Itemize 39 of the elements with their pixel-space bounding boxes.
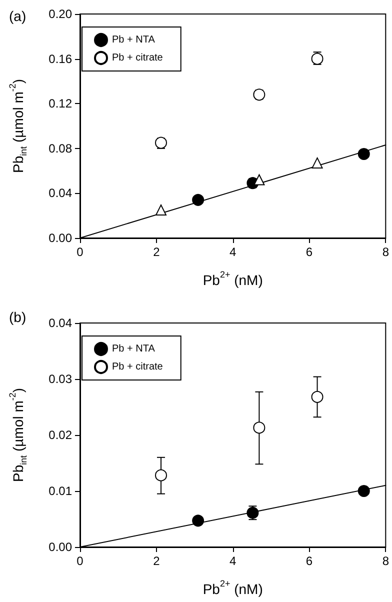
y-tick-label: 0.04 [48, 316, 72, 330]
x-tick-label: 8 [382, 245, 390, 259]
x-tick-label: 8 [382, 554, 390, 568]
y-tick-label: 0.20 [48, 7, 72, 21]
point [311, 390, 324, 403]
point [192, 514, 204, 527]
legend-label: Pb + NTA [112, 34, 156, 46]
x-tick-label: 4 [229, 554, 236, 568]
x-tick-label: 6 [306, 554, 313, 568]
x-tick-label: 6 [306, 245, 313, 259]
y-axis-title: Pbint (µmol m-2) [8, 78, 28, 174]
x-tick-label: 4 [229, 245, 236, 259]
chart-title: (b) [9, 309, 26, 325]
point [358, 485, 370, 497]
point [192, 194, 204, 206]
y-tick-label: 0.08 [48, 141, 72, 156]
legend-label: Pb + citrate [112, 52, 164, 64]
legend-label: Pb + citrate [112, 362, 164, 372]
point [156, 204, 166, 216]
y-axis-title: Pbint (µmol m-2) [8, 388, 28, 482]
legend-label: Pb + NTA [112, 344, 156, 354]
x-tick-label: 0 [76, 245, 84, 259]
point [155, 469, 167, 482]
point [358, 148, 370, 160]
y-tick-label: 0.02 [48, 428, 72, 442]
point [254, 174, 265, 186]
y-tick-label: 0.01 [48, 484, 72, 498]
y-tick-label: 0.03 [48, 372, 72, 386]
x-tick-label: 0 [76, 554, 84, 568]
y-tick-label: 0.12 [48, 96, 72, 111]
point [312, 157, 323, 168]
y-tick-label: 0.04 [48, 186, 72, 200]
y-tick-label: 0.00 [48, 231, 72, 245]
x-tick-label: 2 [153, 554, 160, 568]
x-tick-label: 2 [153, 245, 160, 259]
chart-title: (a) [9, 8, 26, 24]
point [253, 422, 266, 434]
y-tick-label: 0.00 [48, 540, 72, 554]
y-tick-label: 0.16 [48, 52, 72, 66]
